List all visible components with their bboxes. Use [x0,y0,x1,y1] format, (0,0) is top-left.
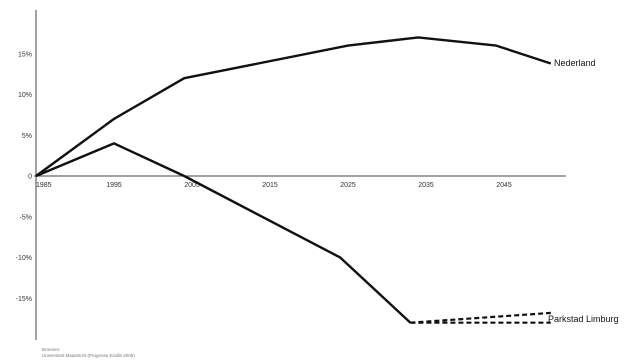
x-tick-label: 2005 [184,182,200,189]
source-label: Bronnen: [42,347,60,352]
series-label-nederland: Nederland [554,58,596,68]
x-tick-label: 1985 [36,182,52,189]
y-tick-group: 15% 10% 5% 0 -5% -10% -15% [16,51,32,303]
source-detail: Universiteit Maastricht (Prognose Eindle… [42,353,135,358]
x-tick-label: 1995 [106,182,122,189]
series-line-parkstad-limburg [35,142,412,324]
series-group [35,36,552,324]
series-label-parkstad-limburg: Parkstad Limburg [548,314,619,324]
series-line-projection-2 [410,311,551,324]
x-tick-group: 1985 1995 2005 2015 2025 2035 2045 [36,182,512,189]
x-tick-label: 2035 [418,182,434,189]
y-tick-label: -15% [16,296,32,303]
x-tick-label: 2025 [340,182,356,189]
y-tick-label: 5% [22,133,32,140]
x-tick-label: 2015 [262,182,278,189]
x-tick-label: 2045 [496,182,512,189]
y-tick-label: 15% [18,51,32,58]
y-tick-label: 0 [28,174,32,181]
y-tick-label: -5% [20,214,32,221]
y-tick-label: 10% [18,92,32,99]
series-line-nederland [35,36,552,177]
y-tick-label: -10% [16,255,32,262]
